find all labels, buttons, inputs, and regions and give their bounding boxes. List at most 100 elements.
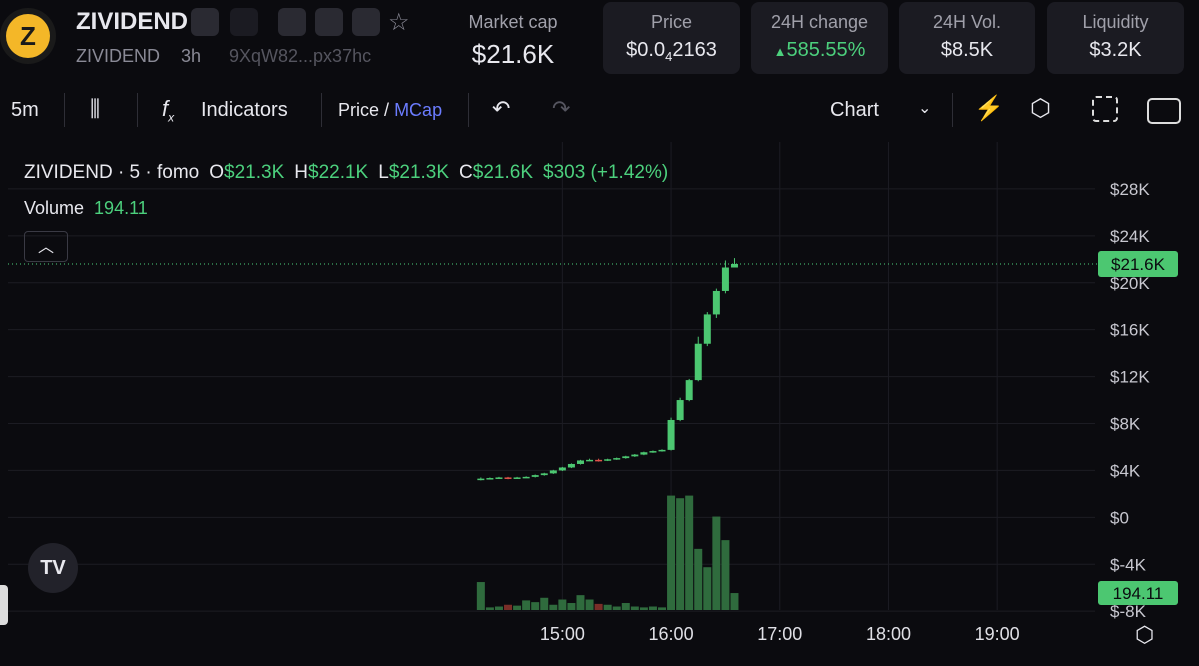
volume-bar [558,599,567,610]
arrow: ▲ [773,44,787,59]
candle-body [495,477,503,479]
x-icon[interactable] [315,8,343,36]
divider [468,93,469,127]
dropdown-icon[interactable]: ⌄ [918,100,932,117]
volume-bar [630,606,639,610]
volume-bar [513,605,522,610]
liquidity-card: Liquidity $3.2K [1047,2,1184,74]
side-tab[interactable] [0,585,8,625]
volume-bar [694,548,703,610]
tv-logo[interactable]: TV [28,543,78,593]
volume-bar [549,604,558,610]
candle-body [721,267,729,291]
candle-body [531,475,539,477]
y-tick-label: $12K [1110,368,1150,387]
token-symbol: ZIVIDEND [76,46,161,66]
redo[interactable]: ↷ [552,96,571,121]
legend-value: $21.3K [224,162,285,183]
axis-settings[interactable]: ⬡ [1135,622,1155,647]
interval[interactable]: 5m [11,99,39,121]
settings-icon[interactable]: ⬡ [1030,95,1051,122]
candle-body [676,400,684,420]
label: 24H change [770,12,869,32]
volume-bar [494,606,503,610]
legend-value: $21.3K [389,162,450,183]
indicators[interactable]: Indicators [201,99,288,121]
value: ▲585.55% [751,39,888,62]
last-volume-box [1098,581,1178,606]
collapse-button[interactable]: ︿ [24,231,68,262]
fullscreen-icon[interactable] [1092,96,1118,122]
divider [137,93,138,127]
price: Price [338,100,380,120]
menu-icon[interactable] [191,8,219,36]
x-tick-label: 15:00 [540,624,585,644]
token-name: ZIVIDEND [76,8,189,35]
price-digits: 2163 [672,39,717,61]
candle-body [549,470,557,474]
volume-bar [485,607,494,610]
volume-bar [730,593,739,610]
candle-body [604,459,612,461]
label: 24H Vol. [932,12,1002,32]
x-tick-label: 16:00 [649,624,694,644]
chart-type[interactable]: Chart [830,99,879,121]
volume-bar [594,603,603,610]
alert-icon[interactable]: ⚡ [974,95,1004,122]
legend: ZIVIDEND · 5 · fomo O$21.3K H$22.1K L$21.3K… [24,162,668,183]
x-tick-label: 18:00 [866,624,911,644]
candle-body [685,380,693,401]
y-tick-label: $20K [1110,274,1150,293]
search-icon[interactable] [352,8,380,36]
volume-bar [567,603,576,610]
candle-body [613,458,621,460]
change-card: 24H change ▲585.55% [751,2,888,74]
undo[interactable]: ↶ [492,96,511,121]
web-icon[interactable] [278,8,306,36]
candle-body [622,456,630,459]
legend-key: O [209,162,224,183]
svg-text:Z: Z [20,21,36,51]
volume-card: 24H Vol. $8.5K [899,2,1035,74]
token-age: 3h [181,46,202,66]
last-price-label: $21.6K [1111,255,1166,274]
volume-bar [648,606,657,610]
volume-bar [703,567,712,610]
divider [64,93,65,127]
volume-bar [639,607,648,610]
token-address[interactable]: 9XqW82...px37hc [229,46,372,66]
candle-body [504,477,512,479]
candle-body [640,452,648,455]
mcap: MCap [394,100,443,120]
candle-icon[interactable]: ⫼ [90,96,101,121]
legend-title: ZIVIDEND · 5 · fomo [24,162,199,183]
value: $21.6K [471,39,555,69]
last-volume-label: 194.11 [1113,584,1164,603]
camera-icon[interactable] [1147,98,1181,124]
y-tick-label: $0 [1110,508,1129,527]
x-tick-label: 19:00 [975,624,1020,644]
change-value: 585.55% [786,39,866,61]
candle-body [522,476,530,479]
star-icon[interactable]: ☆ [388,9,410,36]
legend-key: C [459,162,473,183]
volume-bar [658,607,667,610]
candle-body [595,459,603,462]
volume-legend: Volume 194.11 [24,198,148,218]
label: Market cap [468,12,558,32]
volume-bar [685,495,694,610]
volume-bar [676,498,685,610]
volume-bar [522,600,531,610]
price-zeros: 4 [665,49,673,64]
volume-bar [612,606,621,610]
badge-icon[interactable] [230,8,258,36]
candle-body [540,473,548,476]
y-tick-label: $8K [1110,415,1141,434]
y-tick-label: $24K [1110,227,1150,246]
legend-key: H [294,162,308,183]
price-toggle[interactable]: Price / MCap [338,100,442,121]
price-card: Price $0.042163 [603,2,740,74]
fx-icon[interactable]: fx [162,96,175,125]
